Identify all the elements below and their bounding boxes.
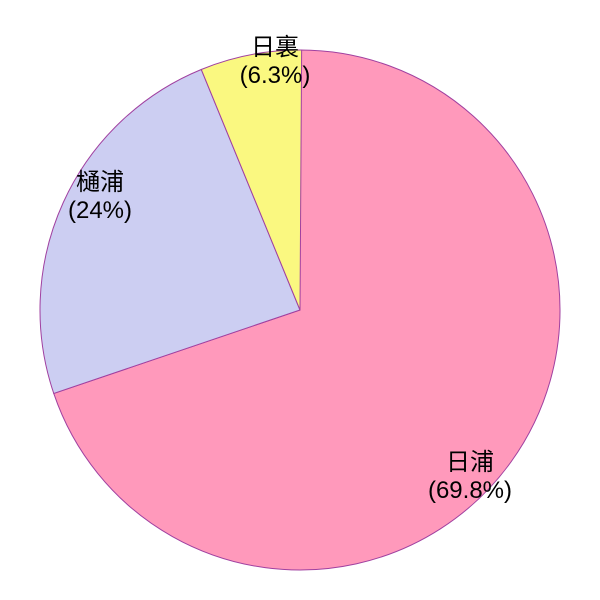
pie-chart: 日浦(69.8%) 樋浦(24%) 日裏(6.3%) xyxy=(0,0,600,600)
slice-label-name-2: 日裏 xyxy=(251,34,299,61)
slice-label-2: 日裏(6.3%) xyxy=(240,34,311,89)
slice-label-percent-1: (24%) xyxy=(68,197,132,224)
slice-label-1: 樋浦(24%) xyxy=(68,169,132,224)
slice-label-percent-2: (6.3%) xyxy=(240,62,311,89)
slice-label-name-0: 日浦 xyxy=(446,449,494,476)
slice-label-percent-0: (69.8%) xyxy=(428,477,512,504)
slice-label-name-1: 樋浦 xyxy=(76,169,124,196)
